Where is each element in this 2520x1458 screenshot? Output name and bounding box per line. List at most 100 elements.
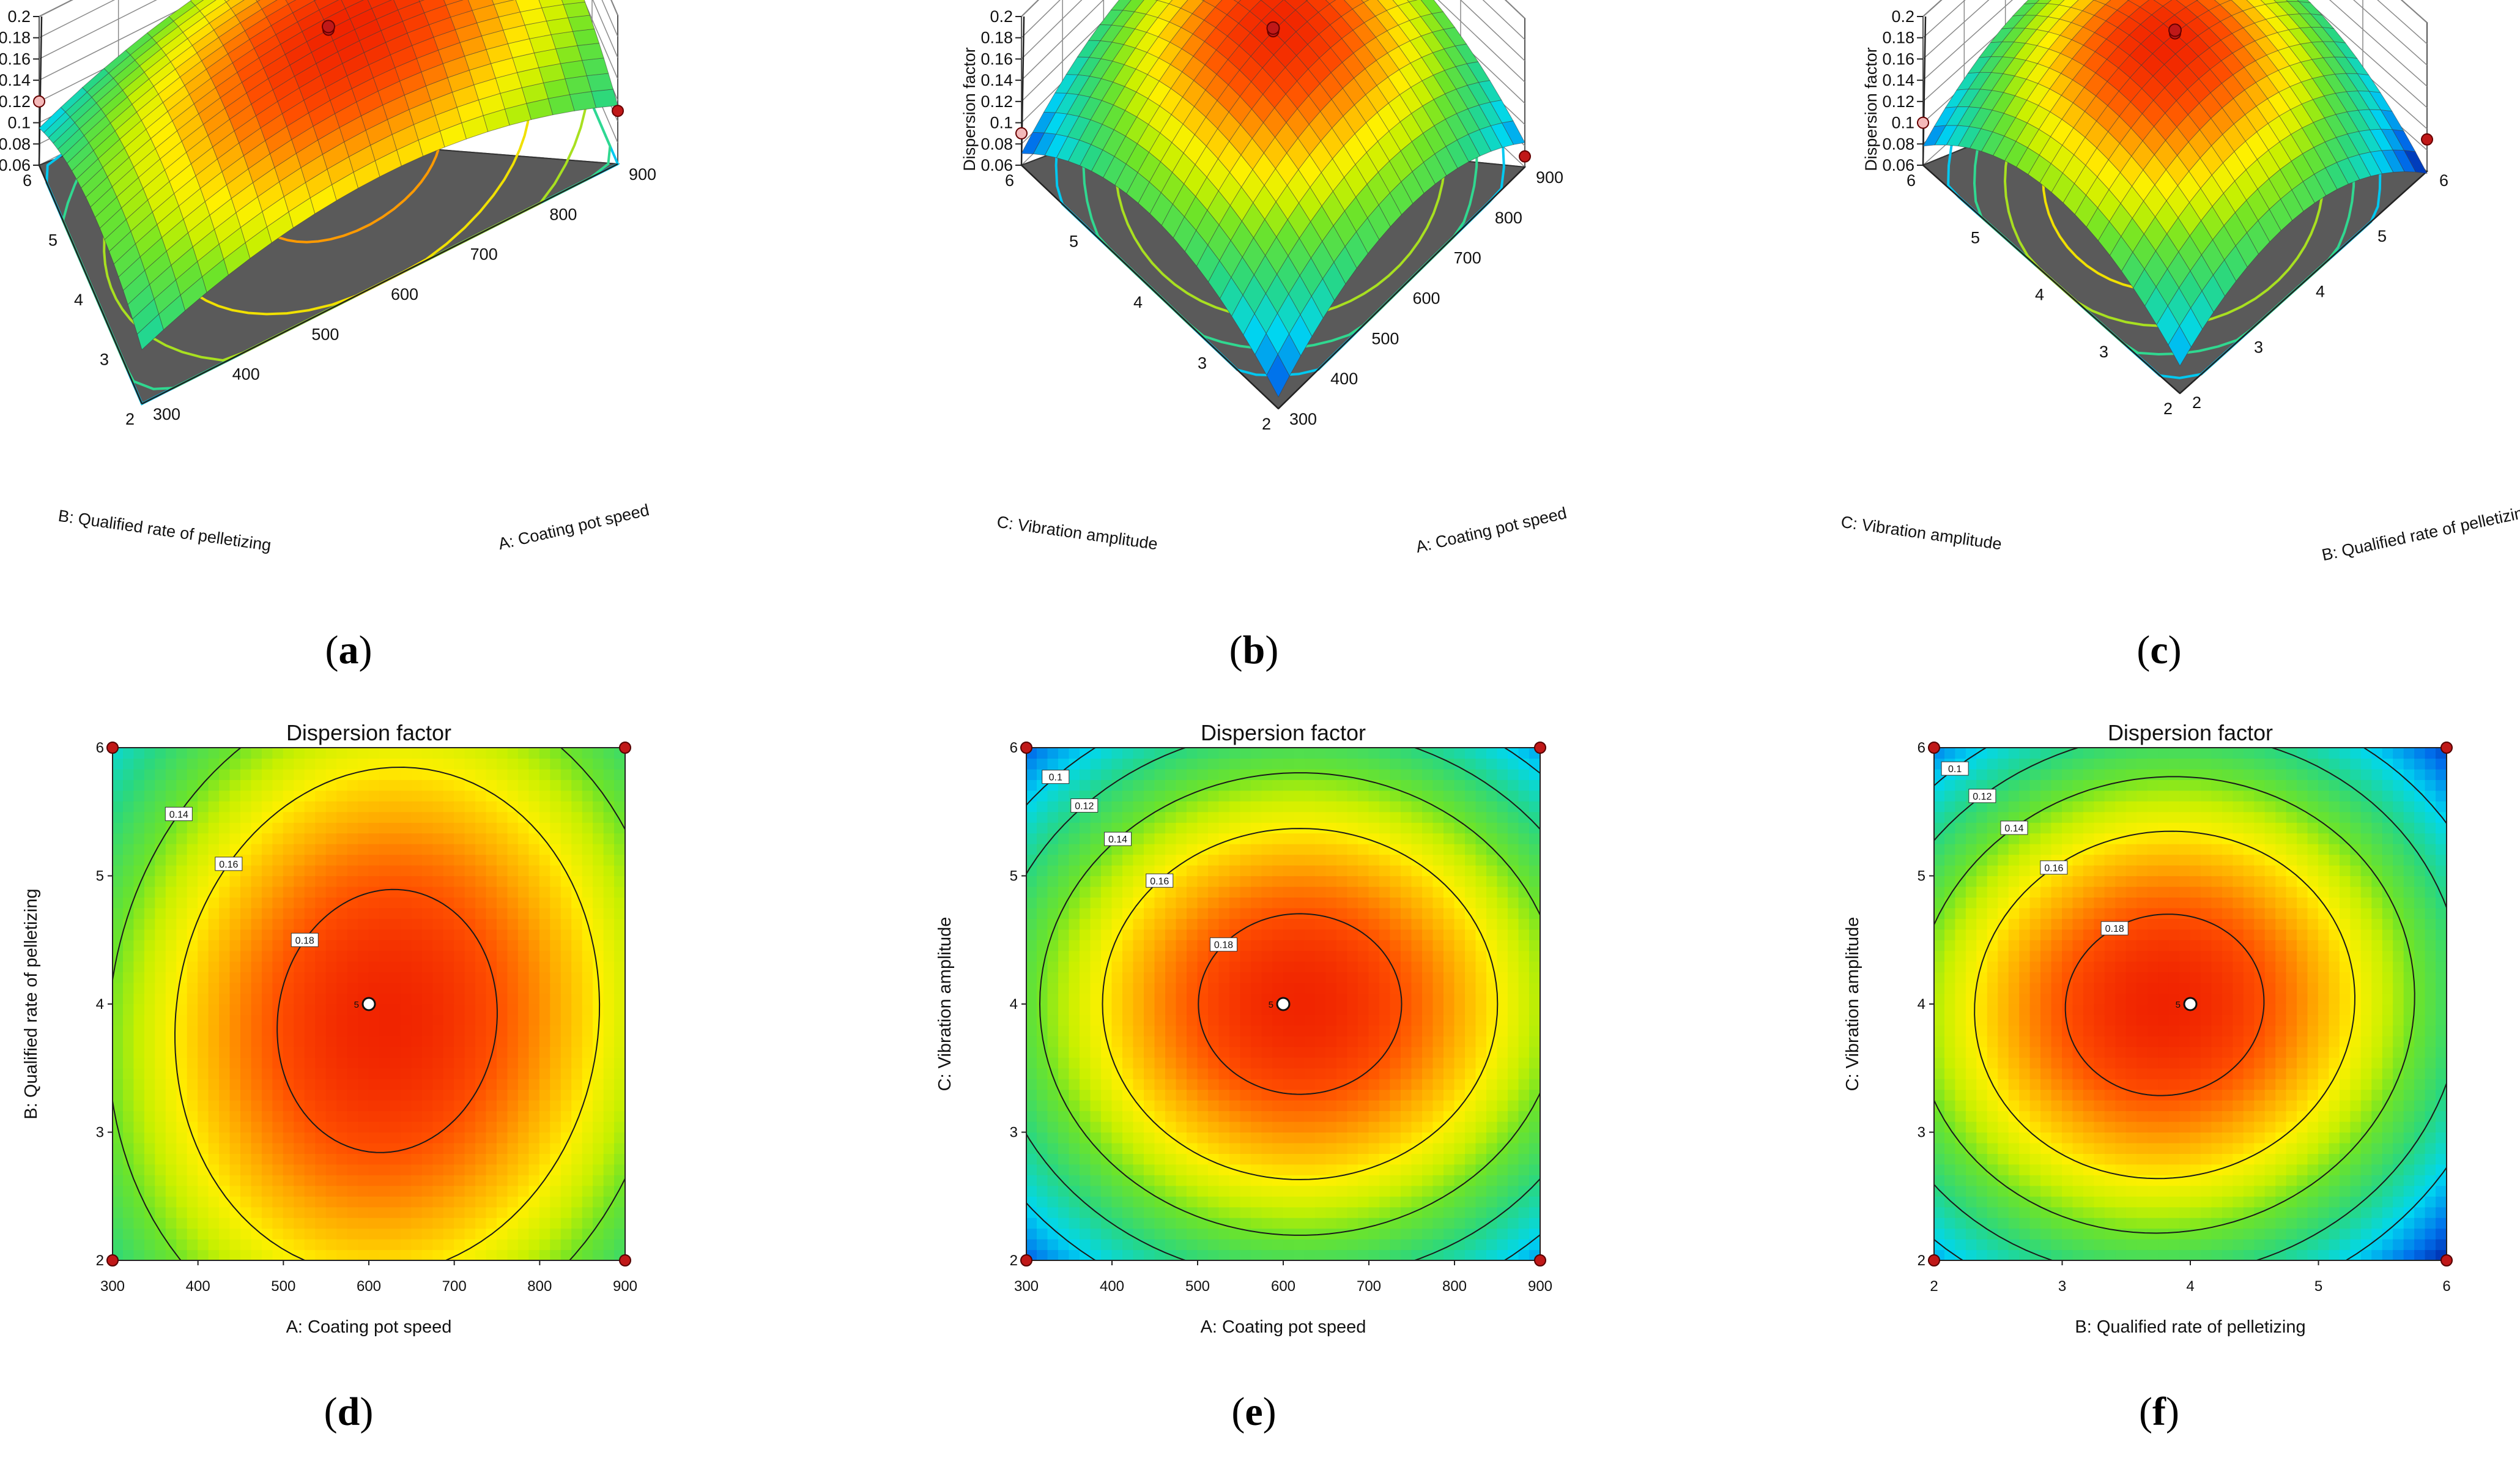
contour-cell (604, 1218, 615, 1229)
contour-cell (219, 1175, 231, 1186)
contour-cell (1240, 1196, 1252, 1208)
contour-cell (209, 790, 220, 802)
contour-cell (187, 1110, 199, 1122)
surface-facet (582, 58, 609, 76)
contour-cell (454, 887, 465, 898)
contour-cell (1069, 1164, 1081, 1175)
contour-cell (1219, 1185, 1231, 1197)
contour-cell (432, 1046, 444, 1058)
contour-cell (240, 993, 252, 1005)
contour-cell (1198, 1068, 1209, 1079)
contour-cell (198, 779, 209, 791)
contour-cell (539, 1025, 551, 1036)
contour-cell (593, 907, 604, 919)
contour-cell (1091, 1089, 1102, 1101)
contour-cell (604, 940, 615, 951)
contour-cell (1187, 950, 1198, 962)
contour-cell (571, 854, 583, 866)
contour-cell (230, 758, 242, 770)
contour-cell (1198, 1143, 1209, 1155)
contour-cell (379, 1036, 391, 1047)
contour-cell (358, 801, 369, 813)
contour-cell (465, 1143, 476, 1155)
contour-cell (528, 983, 540, 994)
contour-cell (358, 1218, 369, 1229)
y-tick-label: 3 (2099, 343, 2108, 361)
contour-cell (1229, 1132, 1241, 1144)
contour-cell (347, 1036, 359, 1047)
contour-cell (582, 1218, 594, 1229)
contour-cell (379, 993, 391, 1005)
contour-cell (379, 1239, 391, 1251)
contour-cell (1026, 876, 1038, 887)
contour-cell (561, 801, 573, 813)
contour-cell (187, 865, 199, 877)
contour-cell (294, 961, 305, 973)
design-point (620, 1255, 631, 1266)
contour-cell (1133, 993, 1145, 1005)
contour-cell (1069, 897, 1081, 909)
contour-cell (508, 983, 519, 994)
contour-cell (1240, 961, 1252, 973)
surface-panel-a: 0.060.080.10.120.140.160.180.23004005006… (0, 0, 656, 554)
contour-cell (272, 918, 284, 930)
contour-cell (379, 1068, 391, 1079)
contour-cell (1080, 1239, 1091, 1251)
contour-cell (251, 779, 263, 791)
contour-cell (454, 822, 465, 834)
contour-cell (336, 1153, 348, 1165)
contour-cell (358, 844, 369, 855)
contour-cell (571, 1164, 583, 1175)
contour-cell (518, 822, 530, 834)
contour-cell (614, 1228, 626, 1240)
contour-cell (582, 790, 594, 802)
contour-cell (432, 790, 444, 802)
contour-cell (315, 983, 327, 994)
contour-cell (411, 1089, 423, 1101)
x-tick-label: 400 (1330, 370, 1358, 388)
contour-cell (528, 907, 540, 919)
z-tick-label: 0.18 (1882, 29, 1914, 47)
contour-cell (1229, 1143, 1241, 1155)
contour-cell (305, 748, 316, 759)
contour-cell (294, 993, 305, 1005)
contour-cell (144, 801, 156, 813)
contour-cell (465, 1046, 476, 1058)
contour-cell (272, 1196, 284, 1208)
contour-cell (251, 1025, 263, 1036)
contour-cell (315, 1004, 327, 1016)
contour-cell (1058, 1046, 1070, 1058)
contour-cell (528, 1004, 540, 1016)
contour-cell (486, 801, 498, 813)
contour-cell (1058, 1025, 1070, 1036)
contour-cell (1058, 1218, 1070, 1229)
contour-cell (443, 1110, 455, 1122)
contour-cell (508, 844, 519, 855)
contour-cell (230, 1079, 242, 1090)
contour-cell (571, 1057, 583, 1069)
contour-cell (1037, 822, 1048, 834)
contour-cell (1240, 1121, 1252, 1133)
contour-cell (113, 811, 124, 823)
contour-cell (1240, 1025, 1252, 1036)
contour-cell (1187, 758, 1198, 770)
contour-cell (518, 1218, 530, 1229)
contour-cell (411, 1057, 423, 1069)
contour-cell (326, 1228, 338, 1240)
contour-cell (262, 1164, 273, 1175)
x-tick-label: 300 (100, 1278, 125, 1295)
contour-cell (1133, 854, 1145, 866)
contour-cell (614, 1132, 626, 1144)
z-axis-title: Dispersion factor (1862, 47, 1880, 171)
contour-cell (262, 748, 273, 759)
contour-cell (508, 1036, 519, 1047)
contour-cell (539, 811, 551, 823)
contour-cell (155, 1175, 166, 1186)
contour-cell (155, 1079, 166, 1090)
contour-cell (283, 865, 295, 877)
contour-cell (401, 1185, 412, 1197)
contour-cell (422, 1100, 434, 1112)
contour-cell (176, 1057, 188, 1069)
contour-cell (240, 790, 252, 802)
contour-cell (336, 1175, 348, 1186)
